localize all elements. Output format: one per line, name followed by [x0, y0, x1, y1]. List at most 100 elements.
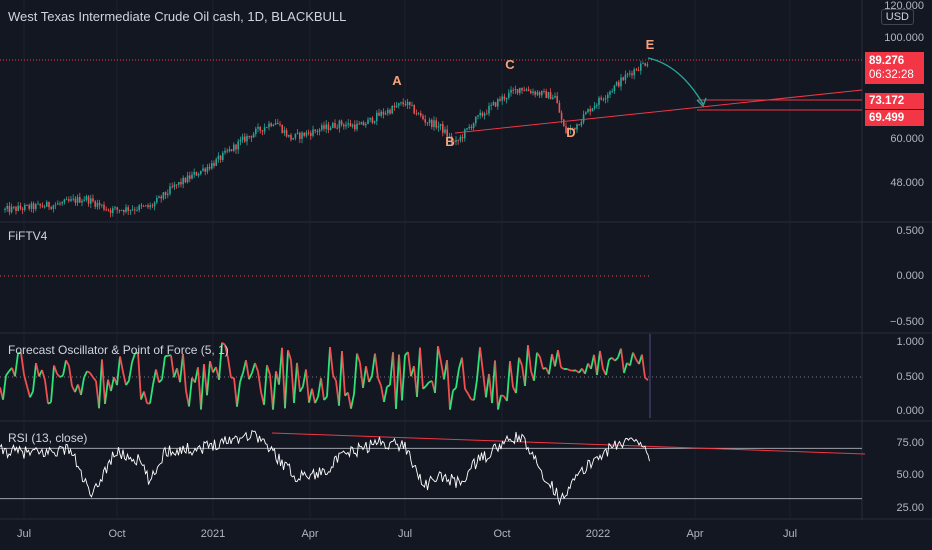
- forecast-segment: [164, 354, 169, 358]
- candle-body: [343, 124, 345, 127]
- forecast-segment: [398, 354, 403, 401]
- candle-body: [523, 90, 525, 92]
- candle-body: [450, 136, 453, 142]
- candle-body: [10, 206, 13, 213]
- candle-body: [268, 123, 270, 128]
- candle-body: [74, 198, 77, 203]
- forecast-segment: [542, 367, 547, 370]
- candle-body: [261, 130, 264, 132]
- candle-body: [571, 127, 574, 129]
- forecast-segment: [269, 374, 274, 410]
- candle-body: [461, 136, 464, 139]
- forecast-segment: [464, 388, 469, 395]
- projection-arrowhead: [696, 97, 707, 108]
- candle-body: [631, 73, 633, 76]
- candle-body: [644, 63, 646, 66]
- candle-body: [541, 91, 543, 96]
- candle-body: [191, 174, 193, 179]
- candle-body: [296, 132, 299, 134]
- forecast-segment: [137, 352, 142, 400]
- candle-body: [446, 129, 448, 137]
- symbol-title[interactable]: West Texas Intermediate Crude Oil cash, …: [8, 9, 347, 24]
- candle-body: [336, 127, 338, 129]
- candle-body: [277, 122, 279, 124]
- candle-body: [65, 199, 68, 201]
- forecast-segment: [245, 360, 250, 380]
- forecast-segment: [227, 358, 232, 378]
- candle-body: [105, 209, 107, 211]
- forecast-segment: [407, 351, 412, 377]
- forecast-segment: [392, 352, 397, 410]
- candle-body: [136, 209, 138, 211]
- candle-body: [325, 124, 327, 129]
- forecast-segment: [368, 375, 373, 383]
- candle-body: [521, 87, 523, 91]
- candle-body: [274, 122, 277, 125]
- forecast-segment: [161, 356, 166, 380]
- x-tick-apr-2021: Apr: [301, 528, 319, 540]
- candle-body: [28, 205, 30, 209]
- candle-body: [466, 128, 468, 130]
- candle-body: [81, 200, 83, 203]
- x-tick-oct-2021: Oct: [493, 528, 511, 540]
- candle-body: [156, 198, 158, 203]
- candle-body: [103, 204, 105, 210]
- candle-body: [125, 207, 127, 212]
- candle-body: [233, 144, 235, 151]
- candle-body: [505, 97, 508, 100]
- candle-body: [395, 105, 398, 108]
- candle-body: [593, 106, 596, 109]
- candle-body: [202, 168, 204, 171]
- candle-body: [398, 103, 400, 106]
- candle-body: [134, 209, 136, 211]
- forecast-segment: [605, 359, 610, 376]
- candle-body: [477, 115, 479, 117]
- last-price-tag[interactable]: 89.276 06:32:28: [865, 52, 924, 84]
- candle-body: [431, 119, 433, 128]
- candle-body: [347, 123, 349, 125]
- candle-body: [272, 124, 275, 127]
- candle-body: [41, 205, 44, 207]
- candle-body: [512, 89, 514, 91]
- forecast-segment: [50, 365, 55, 403]
- forecast-segment: [539, 356, 544, 370]
- forecast-segment: [473, 379, 478, 401]
- candle-body: [87, 196, 90, 204]
- forecast-segment: [584, 363, 589, 375]
- forecast-segment: [596, 350, 601, 376]
- candle-body: [63, 199, 66, 203]
- forecast-segment: [296, 362, 301, 392]
- forecast-segment: [326, 346, 331, 397]
- candle-body: [92, 198, 94, 202]
- candle-body: [602, 99, 605, 101]
- candle-body: [510, 89, 512, 93]
- forecast-segment: [308, 388, 313, 403]
- candle-body: [123, 210, 125, 212]
- x-tick-2021: 2021: [200, 528, 226, 540]
- forecast-segment: [455, 368, 460, 389]
- candle-body: [545, 91, 547, 98]
- currency-badge[interactable]: USD: [880, 9, 914, 25]
- candle-body: [259, 126, 261, 131]
- forecast-segment: [89, 372, 94, 378]
- forecast-segment: [533, 352, 538, 381]
- forecast-segment: [386, 384, 391, 388]
- level-tag-2[interactable]: 69.499: [865, 110, 924, 126]
- fiftv-pane-title[interactable]: FiFTV4: [8, 229, 48, 243]
- candle-body: [164, 192, 167, 195]
- candle-body: [147, 205, 149, 208]
- forecast-segment: [347, 392, 352, 409]
- candle-body: [422, 115, 424, 120]
- rsi-pane-title[interactable]: RSI (13, close): [8, 431, 88, 445]
- forecast-segment: [536, 352, 541, 358]
- level-tag-1[interactable]: 73.172: [865, 93, 924, 109]
- candle-body: [582, 114, 585, 123]
- forecast-pane-title[interactable]: Forecast Oscillator & Point of Force (5,…: [8, 343, 229, 357]
- forecast-segment: [128, 362, 133, 381]
- forecast-tick-1: 1.000: [896, 336, 924, 348]
- candle-body: [554, 96, 556, 98]
- candle-body: [72, 198, 74, 200]
- candle-body: [420, 113, 422, 116]
- forecast-segment: [440, 361, 445, 380]
- candle-body: [534, 91, 536, 95]
